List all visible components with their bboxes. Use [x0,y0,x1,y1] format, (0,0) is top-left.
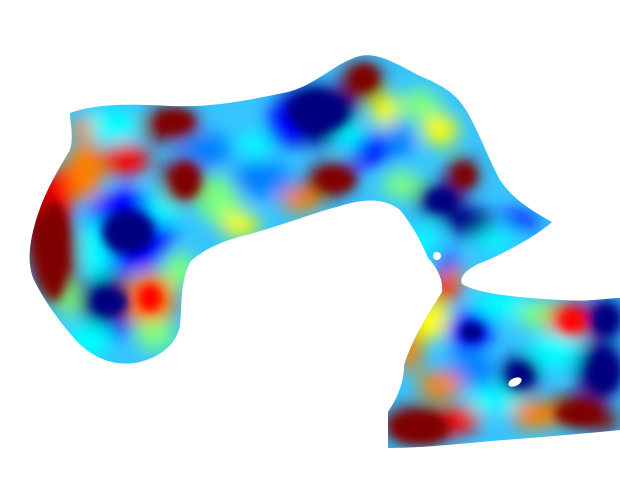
field-blob [179,132,231,168]
hole-upper [433,252,441,260]
field-blob [135,319,175,351]
hole-lower [508,377,522,387]
field-blob [398,328,422,372]
field-detail-blob [560,312,584,332]
field-detail-blob [353,66,377,90]
field-detail-blob [92,288,128,316]
field-blob [382,171,422,199]
field-detail-blob [318,170,354,190]
field-blob [446,208,494,236]
field-detail-blob [455,166,475,186]
field-detail-blob [172,162,200,198]
field-blob [198,176,242,224]
field-blob [400,89,440,121]
field-blob [68,322,112,358]
field-detail-blob [392,414,448,442]
field-blob [531,332,579,368]
field-blob [413,224,437,256]
field-detail-blob [590,352,618,392]
field-blob [422,114,458,146]
field-blob [511,401,559,429]
field-detail-blob [288,92,348,132]
field-blob [437,252,457,272]
field-detail-blob [158,112,194,132]
field-detail-blob [102,210,154,254]
field-blob [418,371,462,399]
field-blob [230,162,294,198]
field-blob [336,123,364,147]
field-detail-blob [593,306,617,334]
field-blob [70,118,94,138]
field-blob [280,188,320,212]
field-blob [220,213,260,237]
field-blob [371,94,399,126]
field-blob [110,320,130,340]
field-blob [386,122,414,158]
field-detail-blob [138,284,162,312]
field-blob [102,144,150,176]
field-blob [445,267,465,283]
holes-layer [433,252,522,387]
field-blob [440,406,480,434]
field-blob [500,211,540,229]
field-blob [477,230,513,250]
field-blob [80,109,140,141]
field-blob [239,133,271,157]
field-detail-blob [40,200,68,300]
field-blob [68,140,104,200]
field-blob [60,282,80,318]
field-detail-blob [426,190,454,210]
field-blob [474,291,526,319]
field-blob [469,388,521,412]
field-blob [164,252,196,288]
field-detail-blob [556,404,600,424]
field-detail-blob [460,322,484,342]
field-blob [408,300,452,340]
